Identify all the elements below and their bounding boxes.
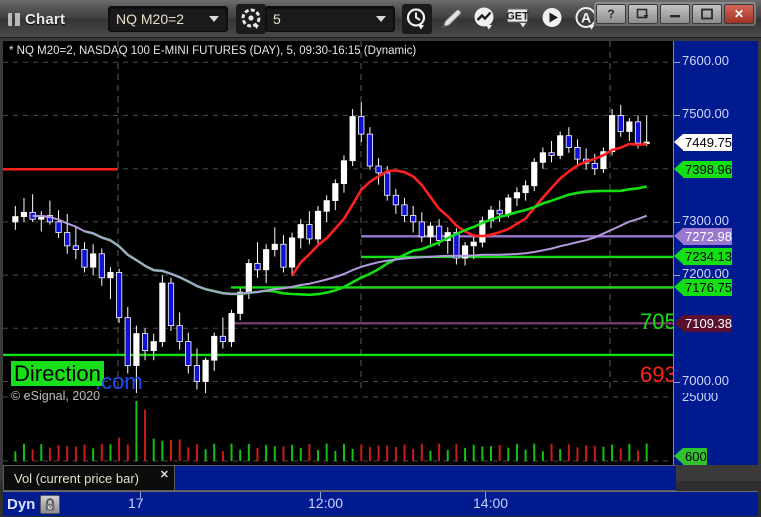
volume-axis[interactable]: 25000 600 xyxy=(673,393,758,465)
chevron-down-icon[interactable] xyxy=(376,16,386,22)
watermark-text: Direction xyxy=(11,361,104,386)
green-level-tag-1[interactable]: 7398.96 xyxy=(674,160,732,178)
dynamic-mode-indicator[interactable]: Dyn xyxy=(3,492,61,517)
chevron-down-icon[interactable] xyxy=(209,16,219,22)
price-plot[interactable]: * NQ M20=2, NASDAQ 100 E-MINI FUTURES (D… xyxy=(3,41,673,456)
price-axis-tick: 7500.00 xyxy=(682,106,729,122)
svg-text:GET: GET xyxy=(506,11,529,23)
last-price-tag[interactable]: 7449.75 xyxy=(674,133,732,151)
tag-value: 7398.96 xyxy=(685,161,732,177)
get-symbol-icon[interactable]: GET xyxy=(504,4,534,34)
tag-value: 7449.75 xyxy=(685,134,732,150)
window-title: Chart xyxy=(25,10,66,28)
time-axis-tick-mark xyxy=(485,492,486,498)
price-axis-tick: 7600.00 xyxy=(682,53,729,69)
time-axis-tick-mark xyxy=(320,492,321,498)
price-axis-tick: 7300.00 xyxy=(682,212,729,228)
volume-current-tag[interactable]: 600 xyxy=(674,448,707,465)
watermark-suffix: .com xyxy=(95,369,143,394)
copyright-text: © eSignal, 2020 xyxy=(11,389,101,403)
tag-background xyxy=(683,227,732,245)
chart-legend: * NQ M20=2, NASDAQ 100 E-MINI FUTURES (D… xyxy=(9,45,417,57)
volume-plot[interactable] xyxy=(3,393,673,465)
tag-background xyxy=(683,160,732,178)
time-axis-tick-mark xyxy=(140,492,141,498)
tag-background xyxy=(683,133,732,151)
time-template-icon[interactable] xyxy=(402,4,432,34)
tag-value: 7109.38 xyxy=(685,315,732,331)
restore-dropdown-button[interactable] xyxy=(628,4,658,24)
studies-icon[interactable] xyxy=(470,4,500,34)
help-button[interactable]: ? xyxy=(596,4,626,24)
time-label-1200: 12:00 xyxy=(308,495,344,511)
volume-label-strip xyxy=(175,465,676,491)
price-axis[interactable]: 7600.007500.007300.007200.007000.006900.… xyxy=(673,41,758,456)
volume-pane-wrap xyxy=(3,393,673,465)
window-controls: ? ✕ xyxy=(594,2,756,26)
watermark: Direction .com xyxy=(11,361,143,394)
dynamic-mode-text: Dyn xyxy=(7,496,36,513)
tag-background xyxy=(683,314,732,332)
lock-clock-icon[interactable] xyxy=(40,495,61,514)
draw-pencil-icon[interactable] xyxy=(436,4,466,34)
symbol-settings-icon[interactable] xyxy=(236,4,266,34)
price-axis-tick-mark xyxy=(674,381,680,383)
symbol-value: NQ M20=2 xyxy=(116,11,185,27)
interval-value: 5 xyxy=(273,11,281,27)
volume-series-svg xyxy=(3,396,673,462)
tag-value: 600 xyxy=(685,449,707,464)
tag-background xyxy=(683,248,732,266)
volume-study-title: Vol (current price bar) xyxy=(14,470,139,486)
tag-value: 7176.75 xyxy=(685,279,732,295)
play-icon[interactable] xyxy=(538,4,568,34)
tag-value: 7234.13 xyxy=(685,249,732,265)
green-level-tag-2[interactable]: 7234.13 xyxy=(674,248,732,266)
interval-input[interactable]: 5 xyxy=(265,6,395,32)
svg-text:A: A xyxy=(581,10,591,26)
price-axis-tick-mark xyxy=(674,62,680,64)
window-titlebar: Chart NQ M20=2 5 xyxy=(0,0,761,38)
lower-level-label: 693 xyxy=(640,362,673,387)
price-axis-tick: 7200.00 xyxy=(682,266,729,282)
volume-axis-top-tick: 25000 xyxy=(682,393,719,404)
volume-study-label[interactable]: Vol (current price bar) ✕ xyxy=(3,465,175,491)
window-grip-icon xyxy=(8,12,20,26)
price-series-svg xyxy=(3,41,673,456)
close-icon[interactable]: ✕ xyxy=(159,469,169,481)
price-axis-tick: 7000.00 xyxy=(682,372,729,388)
tag-value: 7272.98 xyxy=(685,228,732,244)
titlebar-left-group: Chart xyxy=(0,0,65,38)
minimize-button[interactable] xyxy=(660,4,690,24)
chart-frame: * NQ M20=2, NASDAQ 100 E-MINI FUTURES (D… xyxy=(0,38,761,516)
green-level-tag-3[interactable]: 7176.75 xyxy=(674,278,732,296)
close-button[interactable]: ✕ xyxy=(724,4,754,24)
tag-background xyxy=(683,448,707,465)
dark-level-tag[interactable]: 7109.38 xyxy=(674,314,732,332)
symbol-input[interactable]: NQ M20=2 xyxy=(108,6,228,32)
price-axis-tick-mark xyxy=(674,275,680,277)
tag-background xyxy=(683,278,732,296)
purple-level-tag[interactable]: 7272.98 xyxy=(674,227,732,245)
price-axis-tick-mark xyxy=(674,221,680,223)
price-axis-tick-mark xyxy=(674,115,680,117)
support-level-label: 705 xyxy=(640,309,673,334)
maximize-button[interactable] xyxy=(692,4,722,24)
time-label-1400: 14:00 xyxy=(473,495,509,511)
time-axis[interactable]: Dyn 17 12:00 14:00 xyxy=(3,491,758,516)
time-label-17: 17 xyxy=(128,495,144,511)
